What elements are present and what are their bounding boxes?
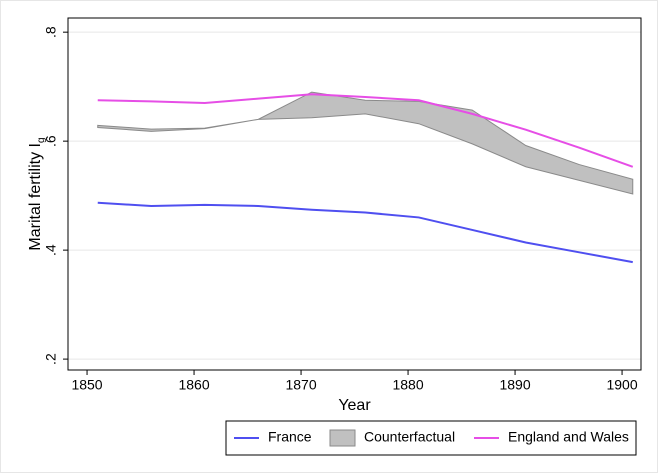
legend-label: England and Wales <box>508 429 629 445</box>
x-tick-label: 1850 <box>71 377 102 393</box>
line <box>97 93 634 168</box>
x-tick-label: 1900 <box>606 377 637 393</box>
x-tick-label: 1870 <box>285 377 316 393</box>
line <box>97 201 633 264</box>
x-tick-label: 1890 <box>499 377 530 393</box>
plot-frame <box>67 17 642 371</box>
y-tick-label: .6 <box>43 135 59 147</box>
band <box>97 91 634 195</box>
y-tick-label: .8 <box>43 26 59 38</box>
x-tick-label: 1860 <box>178 377 209 393</box>
legend-label: France <box>268 429 312 445</box>
x-tick-label: 1880 <box>392 377 423 393</box>
legend-label: Counterfactual <box>364 429 455 445</box>
x-axis-label: Year <box>338 397 371 414</box>
legend-swatch <box>329 429 356 447</box>
y-axis-label: Marital fertility Ig <box>27 137 46 250</box>
y-axis-label-text: Marital fertility I <box>27 143 44 251</box>
y-axis-label-subscript: g <box>36 137 47 143</box>
y-tick-label: .2 <box>43 353 59 365</box>
legend-frame <box>225 420 637 456</box>
y-tick-label: .4 <box>43 244 59 256</box>
